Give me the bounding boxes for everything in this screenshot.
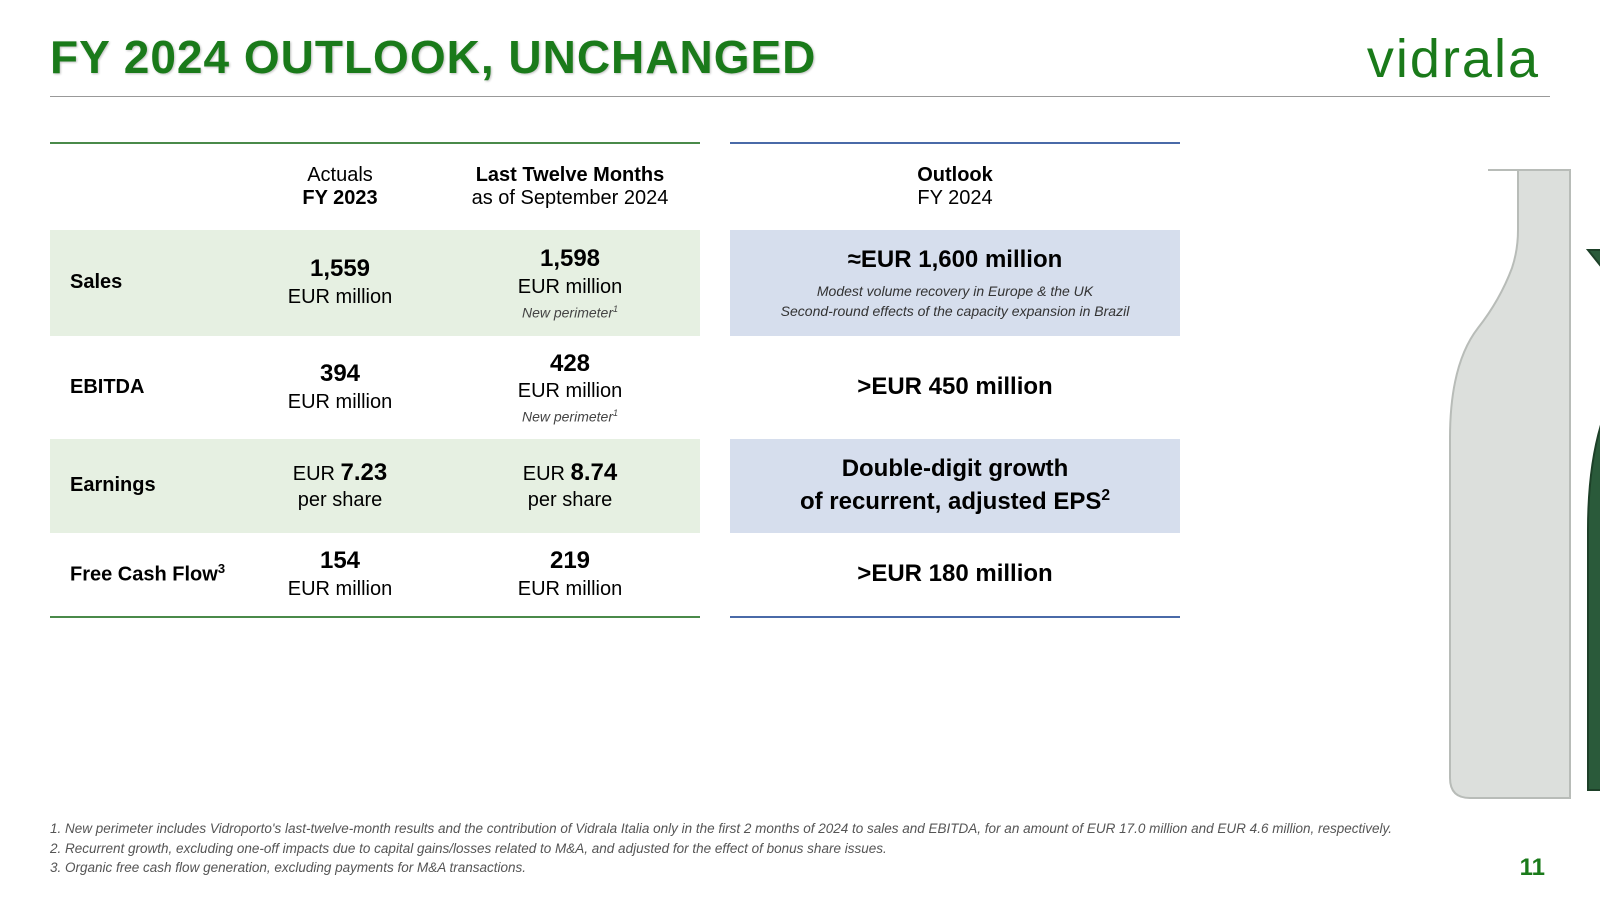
actual-unit: EUR million: [288, 284, 392, 310]
slide: FY 2024 OUTLOOK, UNCHANGED vidrala Actua…: [0, 0, 1600, 900]
row-left: EBITDA 394 EUR million 428 EUR million N…: [50, 336, 700, 439]
metric-label-cell: Sales: [50, 230, 240, 336]
header-ltm: Last Twelve Months as of September 2024: [440, 144, 700, 230]
header-ltm-line1: Last Twelve Months: [476, 164, 665, 187]
actual-unit: per share: [298, 487, 383, 513]
ltm-cell: 219 EUR million: [440, 533, 700, 616]
table-header-row: Actuals FY 2023 Last Twelve Months as of…: [50, 142, 1180, 230]
column-gap: [700, 142, 730, 230]
ltm-value: 219: [550, 547, 590, 576]
outlook-cell: >EUR 450 million: [730, 336, 1180, 439]
actual-unit: EUR million: [288, 576, 392, 602]
ltm-unit: EUR million: [518, 576, 622, 602]
column-gap: [700, 533, 730, 618]
actual-cell: 1,559 EUR million: [240, 230, 440, 336]
column-gap: [700, 230, 730, 336]
table-row: EBITDA 394 EUR million 428 EUR million N…: [50, 336, 1180, 439]
ltm-cell: 428 EUR million New perimeter1: [440, 336, 700, 439]
brand-logo: vidrala: [1367, 28, 1540, 90]
actual-unit: EUR million: [288, 389, 392, 415]
ltm-unit: EUR million: [518, 378, 622, 404]
header-actuals: Actuals FY 2023: [240, 144, 440, 230]
header-actuals-line1: Actuals: [307, 164, 373, 187]
outlook-main: ≈EUR 1,600 million: [848, 244, 1063, 276]
title-rule: [50, 96, 1550, 97]
row-left: Earnings EUR 7.23 per share EUR 8.74 per…: [50, 439, 700, 533]
outlook-cell: ≈EUR 1,600 million Modest volume recover…: [730, 230, 1180, 336]
ltm-note: New perimeter1: [522, 408, 618, 425]
metric-label: Earnings: [70, 474, 156, 497]
actual-value: 394: [320, 360, 360, 389]
column-gap: [700, 439, 730, 533]
header-left-group: Actuals FY 2023 Last Twelve Months as of…: [50, 142, 700, 230]
footnotes: 1. New perimeter includes Vidroporto's l…: [50, 819, 1450, 878]
page-title: FY 2024 OUTLOOK, UNCHANGED: [50, 30, 1550, 84]
outlook-main: >EUR 180 million: [857, 558, 1052, 590]
ltm-value: 1,598: [540, 245, 600, 274]
ltm-value: EUR 8.74: [523, 459, 618, 488]
actual-value: 154: [320, 547, 360, 576]
outlook-main: Double-digit growth of recurrent, adjust…: [800, 453, 1110, 519]
ltm-cell: EUR 8.74 per share: [440, 439, 700, 533]
outlook-cell: >EUR 180 million: [730, 533, 1180, 618]
ltm-note: New perimeter1: [522, 304, 618, 321]
outlook-sub: Modest volume recovery in Europe & the U…: [781, 282, 1130, 321]
metric-label-cell: EBITDA: [50, 336, 240, 439]
header-outlook-line1: Outlook: [917, 164, 993, 187]
table-row: Sales 1,559 EUR million 1,598 EUR millio…: [50, 230, 1180, 336]
header-ltm-line2: as of September 2024: [472, 187, 669, 210]
table-row: Earnings EUR 7.23 per share EUR 8.74 per…: [50, 439, 1180, 533]
footnote-1: 1. New perimeter includes Vidroporto's l…: [50, 819, 1450, 839]
metric-label: EBITDA: [70, 376, 144, 399]
actual-value: 1,559: [310, 255, 370, 284]
column-gap: [700, 336, 730, 439]
outlook-cell: Double-digit growth of recurrent, adjust…: [730, 439, 1180, 533]
metric-label-cell: Free Cash Flow3: [50, 533, 240, 616]
actual-value: EUR 7.23: [293, 459, 388, 488]
ltm-cell: 1,598 EUR million New perimeter1: [440, 230, 700, 336]
ltm-value: 428: [550, 350, 590, 379]
table-row: Free Cash Flow3 154 EUR million 219 EUR …: [50, 533, 1180, 618]
footnote-3: 3. Organic free cash flow generation, ex…: [50, 858, 1450, 878]
metric-label-cell: Earnings: [50, 439, 240, 533]
actual-cell: EUR 7.23 per share: [240, 439, 440, 533]
bottles-illustration: [1340, 130, 1600, 830]
ltm-unit: EUR million: [518, 274, 622, 300]
metric-label: Sales: [70, 271, 122, 294]
row-left: Free Cash Flow3 154 EUR million 219 EUR …: [50, 533, 700, 618]
footnote-2: 2. Recurrent growth, excluding one-off i…: [50, 839, 1450, 859]
actual-cell: 154 EUR million: [240, 533, 440, 616]
header-outlook-line2: FY 2024: [917, 187, 992, 210]
header-outlook: Outlook FY 2024: [730, 142, 1180, 230]
ltm-unit: per share: [528, 487, 613, 513]
header-actuals-line2: FY 2023: [302, 187, 377, 210]
page-number: 11: [1520, 854, 1545, 882]
actual-cell: 394 EUR million: [240, 336, 440, 439]
outlook-table: Actuals FY 2023 Last Twelve Months as of…: [50, 142, 1180, 618]
metric-label: Free Cash Flow3: [70, 561, 225, 587]
row-left: Sales 1,559 EUR million 1,598 EUR millio…: [50, 230, 700, 336]
outlook-main: >EUR 450 million: [857, 371, 1052, 403]
